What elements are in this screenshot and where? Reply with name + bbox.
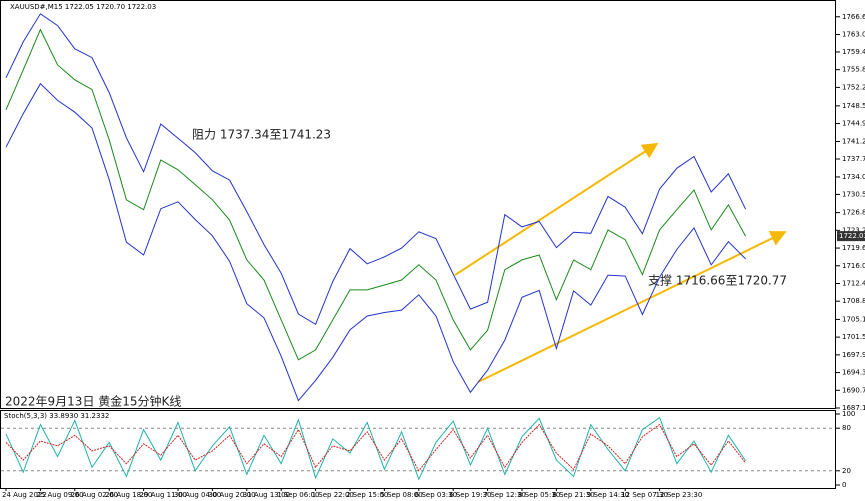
x-tick-label: 1 Sep 22:00 <box>312 491 354 499</box>
x-tick-label: 30 Aug 20:00 <box>208 491 255 499</box>
support-note: 支撑 1716.66至1720.77 <box>648 273 787 288</box>
x-tick-label: 8 Sep 21:30 <box>552 491 594 499</box>
x-tick-label: 12 Sep 07:30 <box>621 491 668 499</box>
x-tick-label: 12 Sep 23:30 <box>656 491 703 499</box>
y-tick-label: 1697.90 <box>842 351 865 359</box>
y-tick-label: 20 <box>842 467 851 475</box>
y-tick-label: 80 <box>842 424 851 432</box>
y-tick-label: 1741.25 <box>842 138 865 146</box>
x-tick-label: 24 Aug 2022 <box>2 491 47 499</box>
y-tick-label: 1716.00 <box>842 262 865 270</box>
x-tick-label: 29 Aug 11:00 <box>140 491 187 499</box>
x-tick-label: 9 Sep 14:30 <box>587 491 629 499</box>
y-tick-label: 1766.60 <box>842 13 865 21</box>
last-price-box <box>837 231 865 242</box>
chart-header: XAUUSD#,M15 1722.05 1720.70 1722.03 <box>10 3 156 11</box>
stoch-title: Stoch(5,3,3) 33.8930 31.2332 <box>4 412 109 420</box>
date-note: 2022年9月13日 黄金15分钟K线 <box>5 394 181 409</box>
x-tick-label: 25 Aug 09:00 <box>36 491 83 499</box>
x-tick-label: 1 Sep 06:00 <box>277 491 319 499</box>
channel-lower <box>477 231 787 383</box>
y-tick-label: 1712.40 <box>842 279 865 287</box>
y-tick-label: 1730.50 <box>842 190 865 198</box>
y-tick-label: 1734.05 <box>842 173 865 181</box>
y-tick-label: 1723.20 <box>842 226 865 234</box>
x-tick-label: 6 Sep 03:30 <box>415 491 457 499</box>
series-line <box>5 416 747 481</box>
resistance-note: 阻力 1737.34至1741.23 <box>192 128 331 142</box>
last-price-label: 1722.03 <box>839 232 865 240</box>
y-tick-label: 1690.70 <box>842 386 865 394</box>
x-tick-label: 8 Sep 05:30 <box>518 491 560 499</box>
y-tick-label: 1719.60 <box>842 244 865 252</box>
y-tick-label: 100 <box>842 410 855 418</box>
y-tick-label: 1726.80 <box>842 209 865 217</box>
stoch-frame <box>0 410 836 489</box>
series-line <box>5 28 747 361</box>
x-tick-label: 30 Aug 04:00 <box>174 491 221 499</box>
y-tick-label: 1759.45 <box>842 48 865 56</box>
y-tick-label: 1755.85 <box>842 66 865 74</box>
y-tick-label: 1694.30 <box>842 369 865 377</box>
x-tick-label: 26 Aug 02:00 <box>71 491 118 499</box>
y-tick-label: 1705.10 <box>842 315 865 323</box>
main-frame <box>0 0 836 409</box>
x-tick-label: 2 Sep 15:00 <box>346 491 388 499</box>
channel-upper <box>454 142 659 276</box>
y-tick-label: 1687.10 <box>842 404 865 412</box>
x-tick-label: 7 Sep 12:30 <box>484 491 526 499</box>
y-tick-label: 1708.80 <box>842 297 865 305</box>
x-tick-label: 5 Sep 08:00 <box>380 491 422 499</box>
y-tick-label: 1737.70 <box>842 155 865 163</box>
series-line <box>5 13 747 326</box>
y-tick-label: 0 <box>842 481 846 489</box>
y-tick-label: 1701.50 <box>842 333 865 341</box>
y-tick-label: 1763.00 <box>842 30 865 38</box>
y-tick-label: 1744.90 <box>842 120 865 128</box>
y-tick-label: 1748.50 <box>842 102 865 110</box>
x-tick-label: 6 Sep 19:30 <box>449 491 491 499</box>
x-tick-label: 31 Aug 13:00 <box>243 491 290 499</box>
x-tick-label: 26 Aug 18:00 <box>105 491 152 499</box>
series-line <box>5 82 746 402</box>
series-line <box>5 423 746 472</box>
y-tick-label: 1752.25 <box>842 83 865 91</box>
